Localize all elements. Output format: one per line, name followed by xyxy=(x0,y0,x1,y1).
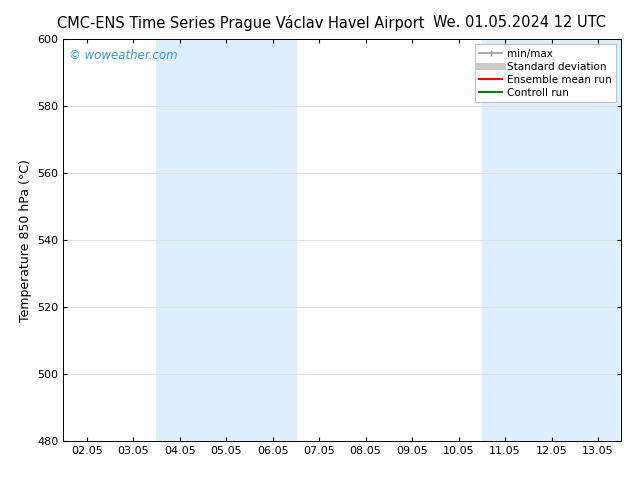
Y-axis label: Temperature 850 hPa (°C): Temperature 850 hPa (°C) xyxy=(19,159,32,321)
Text: © woweather.com: © woweather.com xyxy=(69,49,178,62)
Bar xyxy=(157,39,296,441)
Text: We. 01.05.2024 12 UTC: We. 01.05.2024 12 UTC xyxy=(434,15,606,30)
Bar xyxy=(482,39,621,441)
Legend: min/max, Standard deviation, Ensemble mean run, Controll run: min/max, Standard deviation, Ensemble me… xyxy=(475,45,616,102)
Text: CMC-ENS Time Series Prague Václav Havel Airport: CMC-ENS Time Series Prague Václav Havel … xyxy=(57,15,425,31)
